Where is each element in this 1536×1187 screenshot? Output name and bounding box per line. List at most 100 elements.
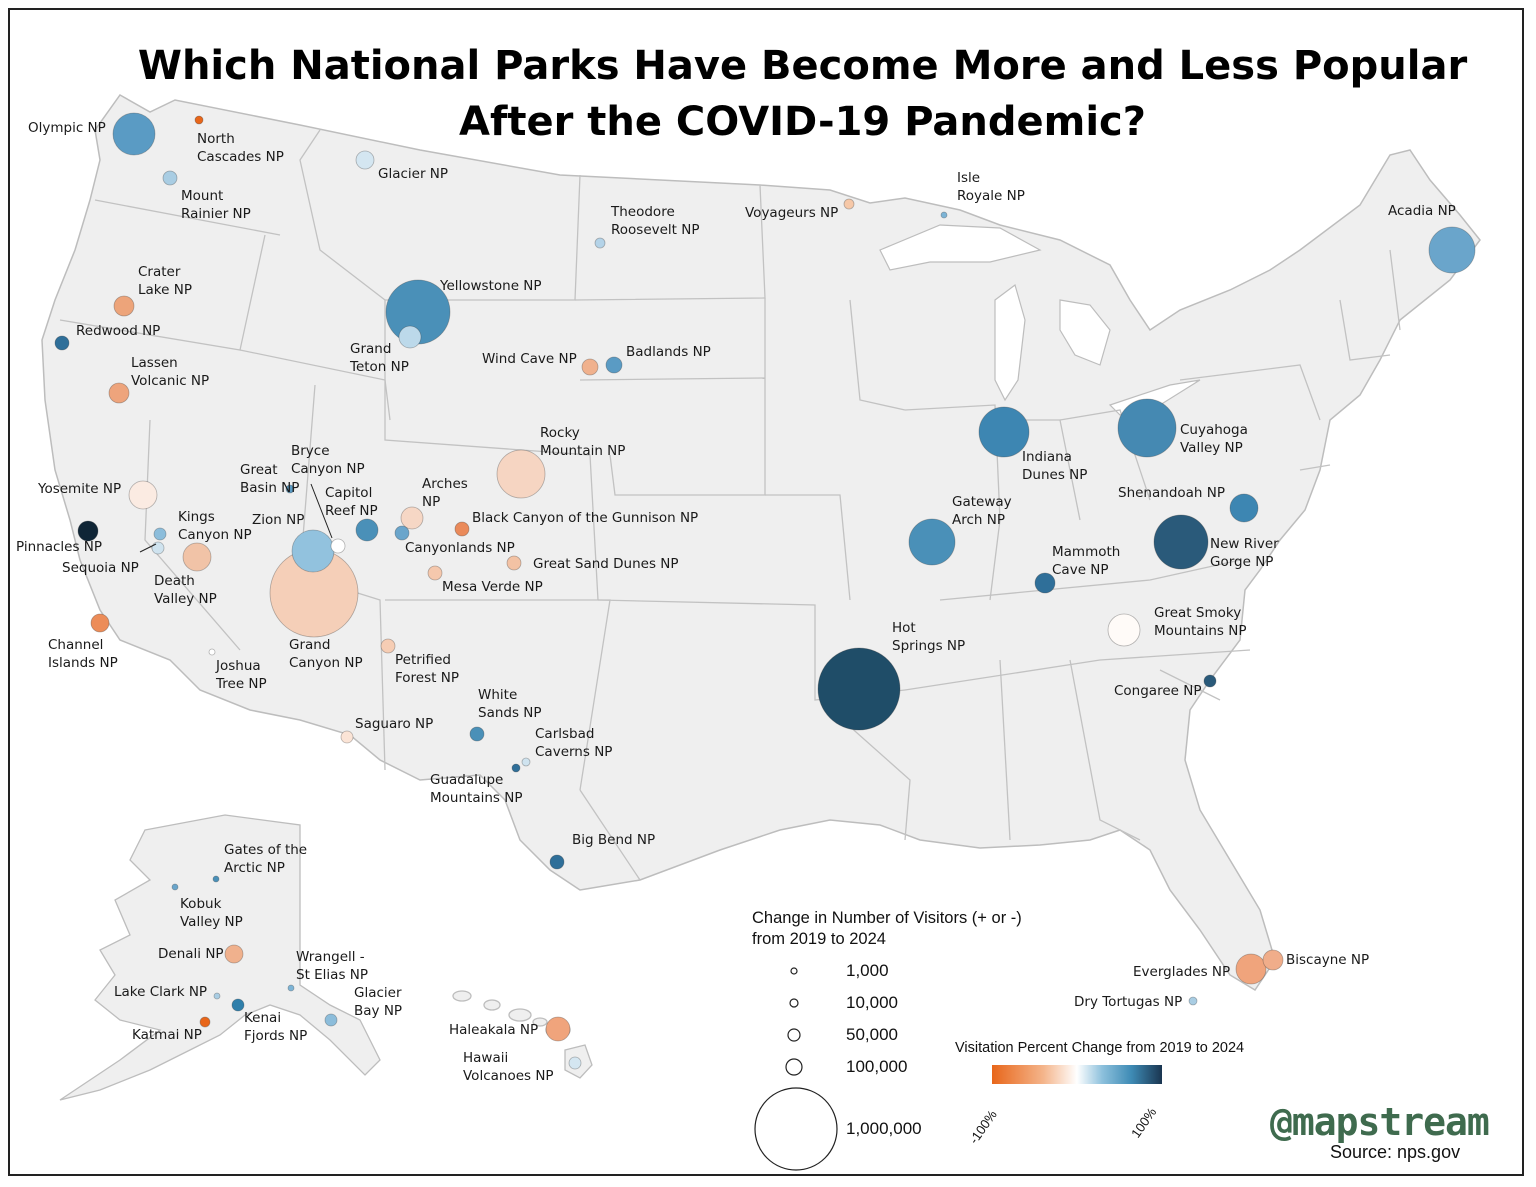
wrangell-label-line: Wrangell - (296, 949, 365, 965)
cuyahoga-label-line: Cuyahoga (1180, 422, 1248, 438)
lassen-label-line: Lassen (131, 355, 178, 371)
voyageurs-label-line: Voyageurs NP (745, 205, 838, 221)
size-legend-label-50000: 50,000 (846, 1025, 898, 1044)
lake-clark-label-line: Lake Clark NP (114, 984, 207, 1000)
biscayne-marker (1262, 949, 1284, 971)
denali-marker (224, 944, 244, 964)
wind-cave-label: Wind Cave NP (482, 351, 577, 367)
indiana-dunes-label-line: Dunes NP (1022, 467, 1087, 483)
color-legend-title: Visitation Percent Change from 2019 to 2… (955, 1040, 1245, 1056)
gates-arctic-label-line: Gates of the (224, 842, 307, 858)
yellowstone-label: Yellowstone NP (439, 278, 542, 294)
petrified-forest-label: Petrified Forest NP (395, 652, 459, 686)
great-smoky-label-line: Great Smoky (1154, 605, 1241, 621)
kobuk-label: Kobuk Valley NP (180, 896, 243, 930)
mount-rainier-label-line: Rainier NP (181, 206, 251, 222)
white-sands-label: White Sands NP (478, 687, 542, 721)
saguaro-label-line: Saguaro NP (355, 716, 433, 732)
leader-lines (139, 483, 333, 553)
rocky-mountain-label-line: Mountain NP (540, 443, 625, 459)
olympic-label: Olympic NP (28, 120, 106, 136)
new-river-marker (1153, 514, 1209, 570)
lake-michigan (994, 283, 1026, 402)
lassen-label: Lassen Volcanic NP (131, 355, 209, 389)
lassen-marker (108, 382, 130, 404)
olympic-label-line: Olympic NP (28, 120, 106, 136)
size-legend-label-1000: 1,000 (846, 961, 889, 980)
gateway-arch-label: Gateway Arch NP (952, 494, 1012, 528)
shenandoah-label: Shenandoah NP (1118, 485, 1225, 501)
gates-arctic-label: Gates of the Arctic NP (224, 842, 307, 876)
size-legend-circle-1000 (790, 967, 798, 975)
arches-label-line: Arches (422, 476, 468, 492)
glacier-bay-label-line: Glacier (354, 985, 402, 1001)
voyageurs-label: Voyageurs NP (745, 205, 838, 221)
kenai-label-line: Fjords NP (244, 1028, 307, 1044)
capitol-reef-label-line: Reef NP (325, 503, 378, 519)
new-river-label: New River Gorge NP (1210, 536, 1279, 570)
hot-springs-label-line: Hot (892, 620, 916, 636)
capitol-reef-marker (355, 518, 379, 542)
joshua-tree-label-line: Joshua (215, 658, 261, 674)
lake-clark-marker (213, 992, 221, 1000)
lake-clark-label: Lake Clark NP (114, 984, 207, 1000)
size-legend-circles (754, 967, 838, 1171)
acadia-label-line: Acadia NP (1388, 203, 1456, 219)
black-canyon-label-line: Black Canyon of the Gunnison NP (472, 510, 698, 526)
grand-canyon-label-line: Canyon NP (289, 655, 363, 671)
grand-teton-label-line: Teton NP (349, 359, 409, 375)
wind-cave-marker (581, 358, 599, 376)
alaska-landmass (59, 814, 381, 1101)
park-markers (54, 112, 1476, 1070)
crater-lake-label-line: Lake NP (138, 282, 192, 298)
rocky-mountain-label: Rocky Mountain NP (540, 425, 625, 459)
arches-marker (400, 506, 424, 530)
petrified-forest-label-line: Forest NP (395, 670, 459, 686)
source-note: Source: nps.gov (1330, 1142, 1461, 1162)
redwood-label-line: Redwood NP (76, 323, 160, 339)
title-line-2: After the COVID-19 Pandemic? (459, 99, 1146, 145)
kobuk-label-line: Kobuk (180, 896, 222, 912)
everglades-label: Everglades NP (1133, 964, 1230, 980)
biscayne-label: Biscayne NP (1286, 952, 1369, 968)
map-title: Which National Parks Have Become More an… (0, 38, 1536, 150)
theodore-roosevelt-label-line: Theodore (610, 204, 675, 220)
north-cascades-label: North Cascades NP (197, 131, 284, 165)
glacier-label-line: Glacier NP (378, 166, 448, 182)
channel-islands-label-line: Channel (48, 637, 103, 653)
guadalupe-label-line: Mountains NP (430, 790, 522, 806)
everglades-label-line: Everglades NP (1133, 964, 1230, 980)
petrified-forest-label-line: Petrified (395, 652, 451, 668)
glacier-marker (355, 150, 375, 170)
bryce-canyon-marker (330, 538, 346, 554)
kenai-label: Kenai Fjords NP (244, 1010, 307, 1044)
bryce-canyon-label: Bryce Canyon NP (291, 443, 365, 477)
mammoth-cave-marker (1034, 572, 1056, 594)
north-cascades-label-line: Cascades NP (197, 149, 284, 165)
guadalupe-marker (511, 763, 521, 773)
great-basin-label-line: Basin NP (240, 480, 299, 496)
white-sands-label-line: White (478, 687, 517, 703)
biscayne-label-line: Biscayne NP (1286, 952, 1369, 968)
gates-arctic-label-line: Arctic NP (224, 860, 285, 876)
carlsbad-marker (521, 757, 531, 767)
size-legend-circle-100000 (785, 1058, 803, 1076)
crater-lake-label: Crater Lake NP (138, 264, 192, 298)
voyageurs-marker (843, 198, 855, 210)
acadia-label: Acadia NP (1388, 203, 1456, 219)
glacier-bay-marker (324, 1013, 338, 1027)
theodore-roosevelt-label-line: Roosevelt NP (611, 222, 700, 238)
crater-lake-label-line: Crater (138, 264, 181, 280)
gateway-arch-label-line: Arch NP (952, 512, 1005, 528)
size-legend-label-1000000: 1,000,000 (846, 1119, 922, 1138)
dry-tortugas-marker (1188, 996, 1198, 1006)
north-cascades-marker (194, 115, 204, 125)
denali-label-line: Denali NP (158, 946, 224, 962)
canyonlands-label-line: Canyonlands NP (405, 540, 515, 556)
mount-rainier-marker (162, 170, 178, 186)
crater-lake-marker (113, 295, 135, 317)
north-cascades-label-line: North (197, 131, 235, 147)
cuyahoga-marker (1117, 398, 1177, 458)
wind-cave-label-line: Wind Cave NP (482, 351, 577, 367)
